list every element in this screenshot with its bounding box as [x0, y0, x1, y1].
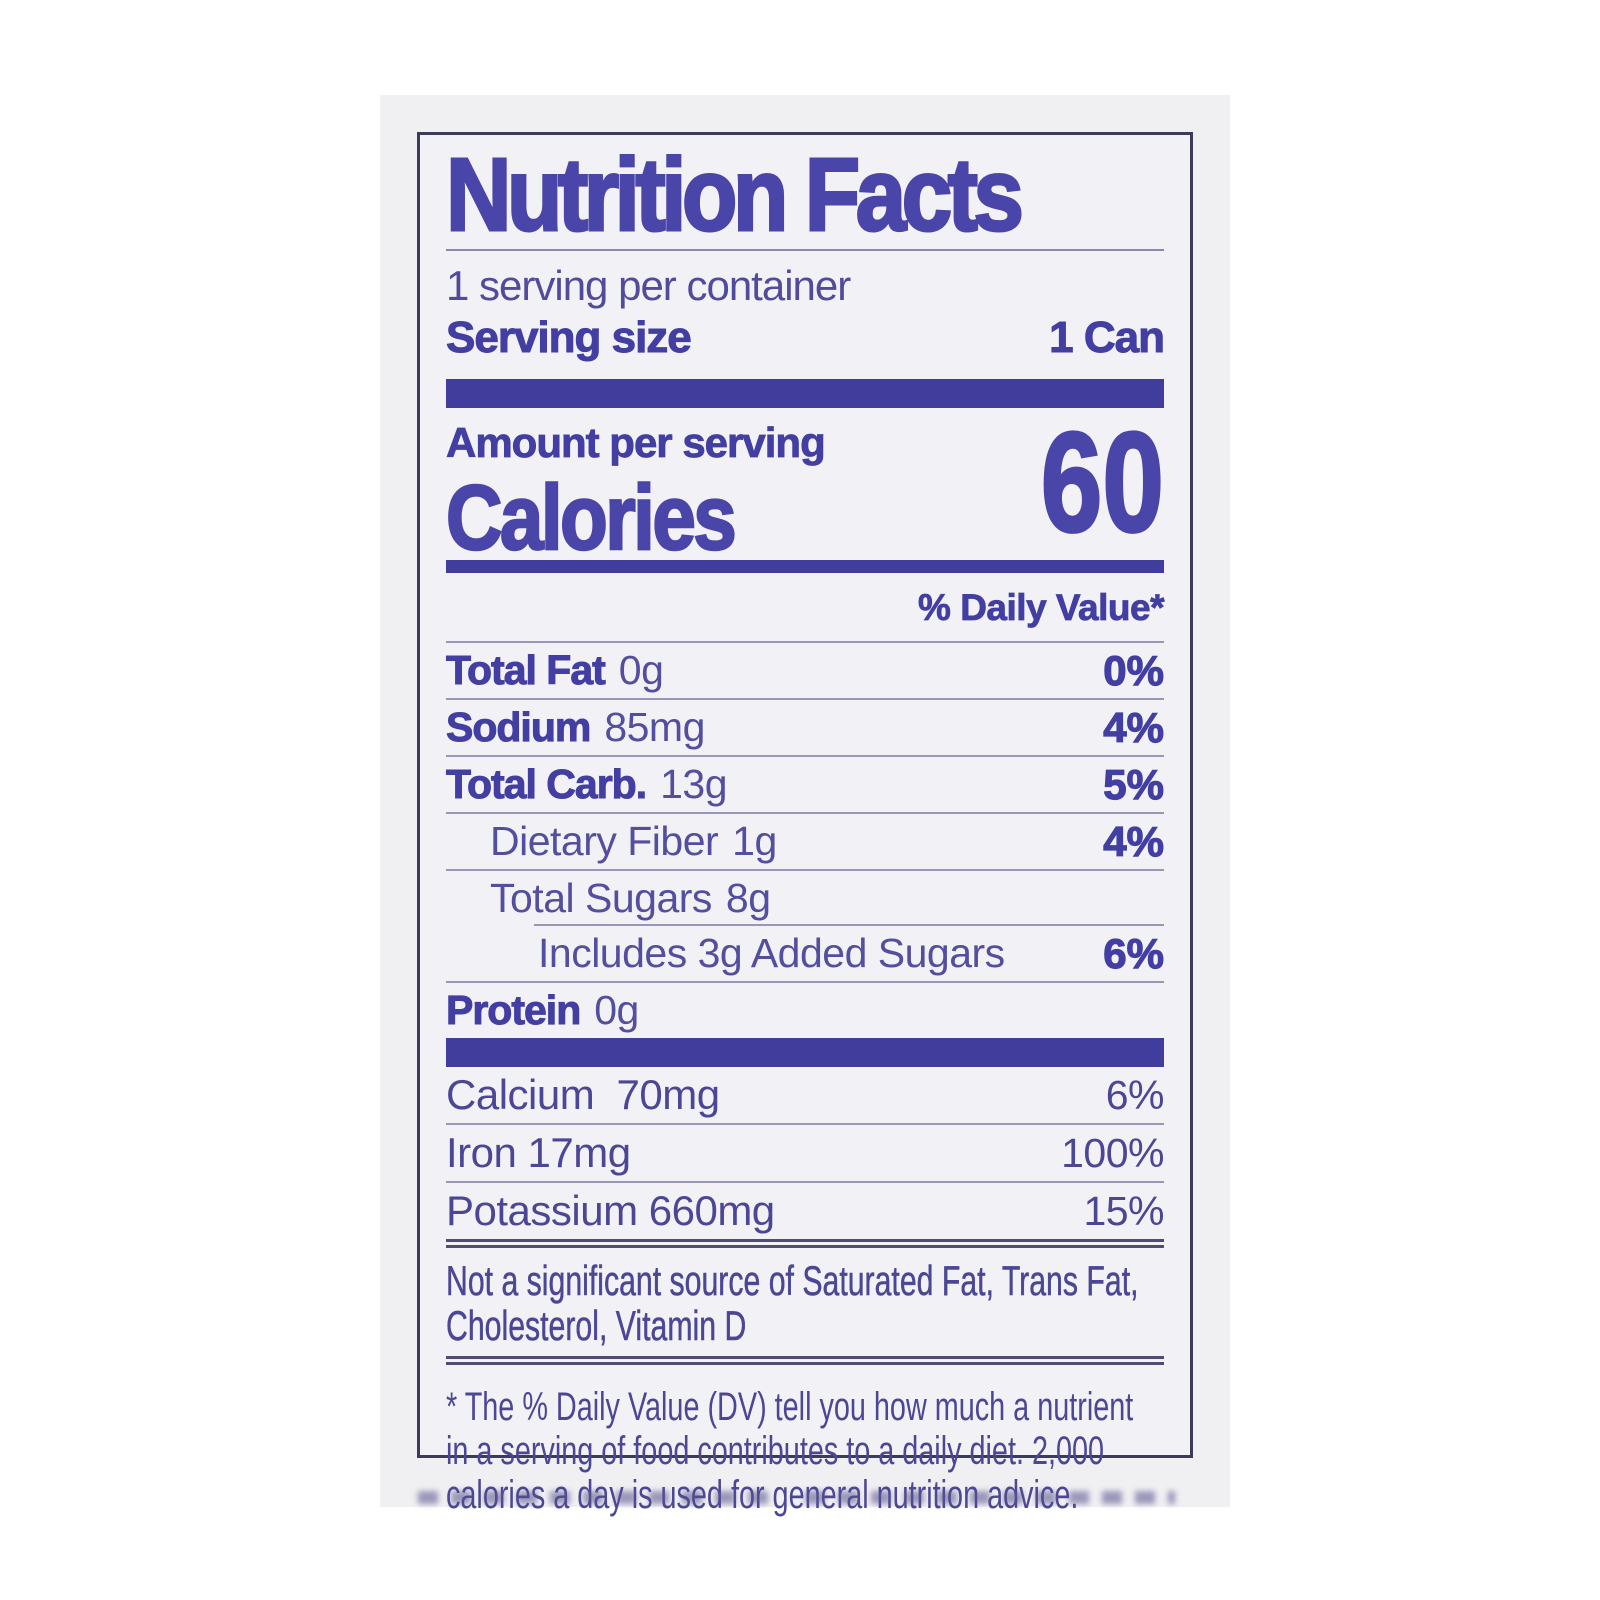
- label-photo: Nutrition Facts 1 serving per container …: [380, 95, 1230, 1517]
- mineral-row-potassium: Potassium 660mg 15%: [446, 1181, 1164, 1239]
- medium-divider-bar: [446, 560, 1164, 573]
- nutrient-amount: 8g: [725, 875, 771, 921]
- servings-per-container: 1 serving per container: [446, 262, 851, 309]
- nutrient-name: Total Fat: [446, 647, 607, 694]
- mineral-daily-value: 15%: [1083, 1187, 1164, 1234]
- nutrient-row-sodium: Sodium 85mg 4%: [445, 698, 1165, 755]
- daily-value-header: % Daily Value*: [918, 587, 1165, 629]
- mineral-row-iron: Iron 17mg 100%: [446, 1123, 1164, 1181]
- mineral-daily-value: 100%: [1061, 1129, 1164, 1176]
- calories-section: Amount per serving Calories 60: [445, 406, 1165, 569]
- thick-divider-bar-2: [446, 1038, 1164, 1067]
- nutrient-name: Total Carb.: [445, 761, 647, 808]
- calories-value: 60: [1040, 403, 1166, 562]
- nutrient-amount: 1g: [732, 818, 777, 864]
- nutrient-amount: 13g: [660, 761, 728, 807]
- double-rule: [446, 1239, 1164, 1248]
- nutrition-facts-panel: Nutrition Facts 1 serving per container …: [417, 132, 1193, 1517]
- nutrient-name: Protein: [445, 987, 581, 1034]
- calories-label: Calories: [445, 467, 738, 569]
- nutrient-row-total-sugars: Total Sugars 8g: [446, 869, 1164, 926]
- thick-divider-bar: [446, 379, 1164, 408]
- mineral-row-calcium: Calcium 70mg 6%: [446, 1067, 1165, 1123]
- mineral-name-amount: Calcium 70mg: [446, 1071, 720, 1118]
- nutrient-daily-value: 6%: [1103, 929, 1165, 977]
- nutrient-name: Total Sugars: [490, 875, 712, 921]
- nutrient-daily-value: 0%: [1103, 646, 1165, 694]
- nutrition-facts-title: Nutrition Facts: [445, 137, 1026, 252]
- not-significant-note: Not a significant source of Saturated Fa…: [446, 1257, 1139, 1349]
- nutrient-amount: 0g: [618, 647, 664, 693]
- nutrient-row-protein: Protein 0g: [445, 981, 1164, 1038]
- double-rule-2: [446, 1356, 1164, 1365]
- nutrient-amount: 85mg: [604, 704, 705, 750]
- nutrient-daily-value: 4%: [1103, 817, 1165, 865]
- serving-size-row: Serving size 1 Can: [446, 313, 1166, 363]
- nutrient-row-total-fat: Total Fat 0g 0%: [446, 641, 1165, 698]
- cutoff-blurred-text: [805, 1491, 1175, 1504]
- nutrient-row-dietary-fiber: Dietary Fiber 1g 4%: [446, 812, 1165, 869]
- serving-size-value: 1 Can: [1049, 313, 1166, 363]
- nutrient-name: Sodium: [445, 704, 591, 751]
- nutrient-amount: 0g: [594, 987, 639, 1033]
- nutrient-daily-value: 5%: [1103, 760, 1165, 808]
- nutrient-name: Dietary Fiber: [490, 818, 719, 864]
- mineral-name-amount: Potassium 660mg: [446, 1187, 775, 1234]
- serving-size-label: Serving size: [446, 313, 693, 363]
- nutrient-row-added-sugars: Includes 3g Added Sugars 6%: [446, 924, 1165, 981]
- mineral-daily-value: 6%: [1105, 1071, 1165, 1118]
- amount-per-serving-label: Amount per serving: [446, 419, 827, 466]
- title-divider: [446, 249, 1164, 251]
- nutrient-name: Includes 3g Added Sugars: [538, 930, 1005, 976]
- mineral-name-amount: Iron 17mg: [446, 1129, 631, 1176]
- nutrient-row-total-carb: Total Carb. 13g 5%: [445, 755, 1165, 812]
- cutoff-blurred-text: [418, 1491, 768, 1504]
- nutrient-daily-value: 4%: [1103, 703, 1165, 751]
